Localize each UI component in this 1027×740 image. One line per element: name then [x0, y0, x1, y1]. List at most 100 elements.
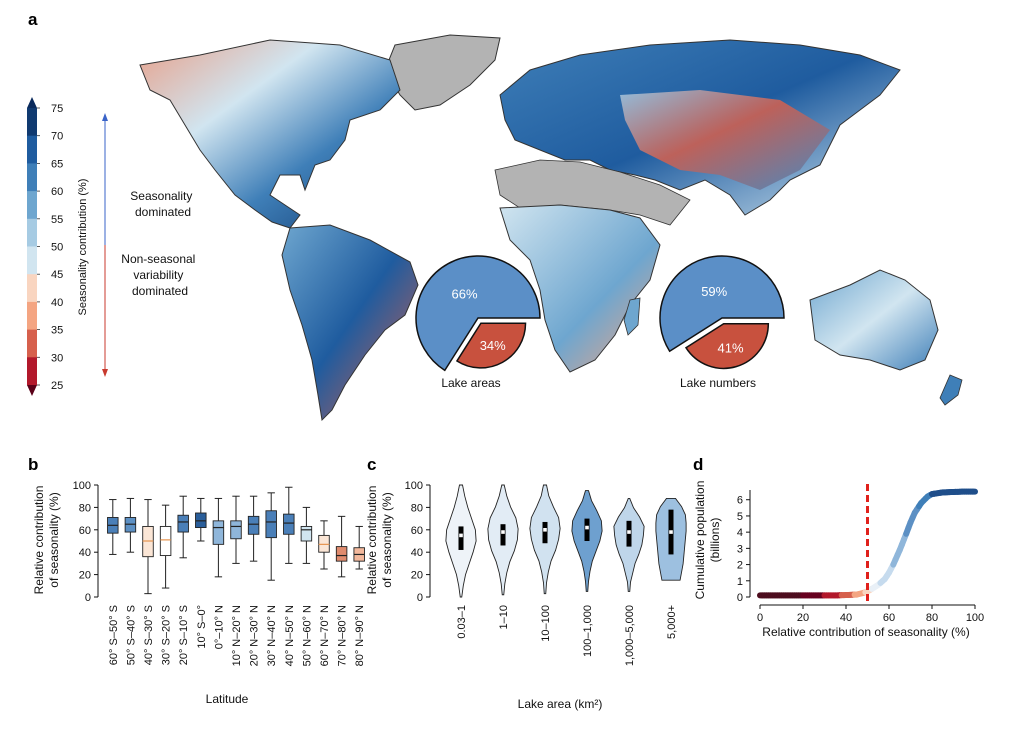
asia-south-region: [620, 90, 830, 190]
panel-d-x-tick-label: 100: [966, 612, 984, 624]
panel-b-y-tick-label: 100: [73, 480, 91, 492]
pie-lake-numbers: 59% 41%: [659, 255, 785, 370]
panel-d-x-tick-label: 60: [883, 612, 895, 624]
panel-letter-a: a: [28, 10, 38, 29]
panel-b-xlabel: Latitude: [206, 692, 249, 706]
violin-category-label: 0.03–1: [456, 605, 468, 639]
colorbar-tick-label: 75: [51, 103, 63, 115]
violin-median-dot: [627, 530, 631, 534]
panel-b-ylabel-text-1: Relative contribution: [32, 486, 46, 595]
pie-slice-minor: [684, 323, 770, 370]
violin-iqr-bar: [542, 521, 548, 544]
panel-d-y-tick-label: 5: [737, 511, 743, 523]
panel-d-y-tick-label: 6: [737, 495, 743, 507]
australia-landmass: [809, 269, 939, 371]
panel-d-ylabel-text-2: (billions): [708, 518, 722, 563]
panel-letter-d: d: [693, 455, 703, 474]
panel-b-ylabel-group: Relative contribution of seasonality (%): [32, 486, 61, 595]
panel-d-x-tick-label: 40: [840, 612, 852, 624]
madagascar-landmass: [623, 297, 641, 336]
colorbar-cell: [27, 357, 37, 386]
panel-b-y-tick-label: 20: [79, 570, 91, 582]
panel-c-y-tick-label: 80: [411, 502, 423, 514]
panel-d-x-tick-label: 0: [757, 612, 763, 624]
colorbar-top-cap: [27, 97, 37, 108]
box-category-label: 40° S–30° S: [143, 605, 155, 665]
violin-category-label: 10–100: [540, 605, 552, 642]
panel-c-ylabel-text-2: of seasonality (%): [380, 492, 394, 587]
box-category-label: 80° N–90° N: [354, 605, 366, 666]
box: [230, 520, 242, 540]
colorbar-cell: [27, 163, 37, 192]
violin-median-dot: [585, 525, 589, 530]
violin-category-label: 100–1,000: [582, 605, 594, 657]
box-category-label: 30° N–40° N: [266, 605, 278, 666]
panel-d-y-tick-label: 4: [737, 527, 743, 539]
pie-lake-areas: 66% 34%: [415, 255, 541, 372]
colorbar-tick-label: 30: [51, 352, 63, 364]
panel-c: c 0 20 40 60 80 100 0.03–1 1–10 10–100 100–1,000 1…: [367, 455, 687, 711]
north-america-landmass: [139, 39, 401, 229]
colorbar-tick-label: 65: [51, 158, 63, 170]
south-america-landmass: [281, 224, 419, 422]
colorbar-label: Seasonality contribution (%): [77, 179, 89, 316]
panel-c-y-tick-label: 100: [405, 480, 423, 492]
violin-median-dot: [543, 528, 547, 532]
box-category-label: 0°–10° N: [213, 605, 225, 649]
box: [177, 514, 189, 533]
panel-a: a 75 70 65 60 55 50 45 40 35 30 25 Seasonality con…: [27, 10, 963, 422]
colorbar-tick-label: 60: [51, 186, 63, 198]
box-category-label: 10° S–0°: [196, 605, 208, 649]
violin-category-label: 5,000+: [666, 605, 678, 639]
arrow-up-head: [102, 113, 108, 121]
seasonality-dominated-line-2: dominated: [135, 205, 191, 219]
panel-d-x-tick-label: 20: [797, 612, 809, 624]
nonseasonal-line-1: Non-seasonal: [121, 252, 195, 266]
box-category-label: 50° S–40° S: [125, 605, 137, 665]
violin-iqr-bar: [458, 526, 464, 550]
box-category-label: 10° N–20° N: [231, 605, 243, 666]
world-map: [139, 34, 963, 422]
colorbar-tick-label: 35: [51, 325, 63, 337]
panel-d-xlabel: Relative contribution of seasonality (%): [762, 625, 969, 639]
seasonality-dominated-line-1: Seasonality: [130, 189, 192, 203]
panel-letter-c: c: [367, 455, 376, 474]
colorbar-cell: [27, 301, 37, 331]
box-category-label: 20° N–30° N: [249, 605, 261, 666]
panel-c-xlabel: Lake area (km²): [518, 697, 603, 711]
box-category-label: 70° N–80° N: [337, 605, 349, 666]
panel-b-y-tick-label: 60: [79, 525, 91, 537]
colorbar-ticks: 75 70 65 60 55 50 45 40 35 30 25: [37, 103, 63, 392]
panel-b-y-tick-label: 40: [79, 547, 91, 559]
panel-c-y-tick-label: 40: [411, 547, 423, 559]
nonseasonal-line-3: dominated: [132, 284, 188, 298]
nonseasonal-line-2: variability: [133, 268, 183, 282]
panel-b: b 0 20 40 60 80 100 60° S–50° S 50° S–40° S 40° …: [28, 455, 366, 706]
seasonality-dominated-label: Seasonality dominated: [130, 189, 195, 219]
box: [247, 515, 260, 535]
violin-category-label: 1,000–5,000: [624, 605, 636, 666]
box: [212, 520, 225, 545]
panel-b-y-tick-label: 0: [85, 592, 91, 604]
colorbar-cell: [27, 191, 37, 220]
colorbar-cell: [27, 135, 37, 164]
panel-d-ylabel-text-1: Cumulative population: [693, 481, 707, 600]
box-category-label: 50° N–60° N: [301, 605, 313, 666]
colorbar-tick-label: 50: [51, 242, 63, 254]
arrow-down-head: [102, 369, 108, 377]
dominance-arrows: Seasonality dominated Non-seasonal varia…: [102, 113, 195, 377]
colorbar-tick-label: 55: [51, 214, 63, 226]
africa-landmass: [499, 204, 661, 373]
box-category-label: 20° S–10° S: [178, 605, 190, 665]
colorbar-tick-label: 70: [51, 131, 63, 143]
panel-d-ylabel-group: Cumulative population (billions): [693, 481, 722, 600]
greenland-landmass: [384, 34, 501, 111]
panel-d-y-tick-label: 3: [737, 543, 743, 555]
box-category-label: 30° S–20° S: [161, 605, 173, 665]
violin-category-label: 1–10: [498, 605, 510, 629]
panel-c-y-tick-label: 60: [411, 525, 423, 537]
pie-label-major: 59%: [701, 284, 727, 299]
pie-slice-major: [659, 255, 785, 353]
